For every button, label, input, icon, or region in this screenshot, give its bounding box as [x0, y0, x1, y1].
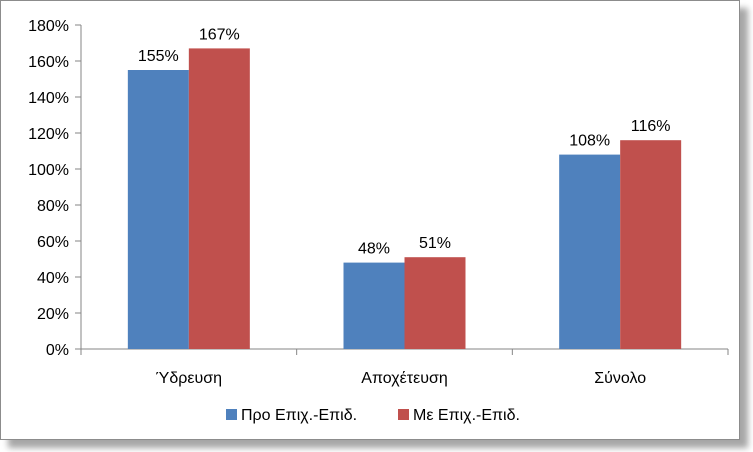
x-category-label: Σύνολο [594, 370, 646, 387]
data-label: 48% [358, 241, 390, 258]
bar [404, 257, 466, 349]
legend-swatch [226, 409, 237, 420]
y-tick-label: 20% [37, 306, 69, 323]
x-category-label: Αποχέτευση [361, 370, 447, 387]
y-tick-label: 40% [37, 270, 69, 287]
chart-bars [127, 48, 682, 350]
chart-labels: 155% 167% Ύδρευση 48% 51% Αποχέτευση 108% 116% Σ… [138, 26, 671, 387]
data-label: 51% [419, 235, 451, 252]
y-tick-label: 160% [28, 54, 69, 71]
legend-swatch [398, 409, 409, 420]
legend-label: Με Επιχ.-Επιδ. [413, 407, 520, 424]
y-tick-label: 0% [46, 342, 69, 359]
y-tick-label: 100% [28, 162, 69, 179]
y-tick-label: 180% [28, 18, 69, 35]
bar [127, 70, 189, 349]
y-tick-label: 80% [37, 198, 69, 215]
data-label: 116% [631, 118, 671, 135]
x-category-label: Ύδρευση [156, 370, 222, 387]
chart-axes: 0% 20% 40% 60% 80% 100% 120% 140% 160% 180% [28, 18, 729, 359]
bar [620, 140, 682, 349]
bar [343, 262, 405, 349]
bar [188, 48, 250, 350]
y-tick-label: 120% [28, 126, 69, 143]
y-tick-label: 60% [37, 234, 69, 251]
legend-label: Προ Επιχ.-Επιδ. [241, 407, 357, 424]
y-tick-label: 140% [28, 90, 69, 107]
chart-legend: Προ Επιχ.-Επιδ. Με Επιχ.-Επιδ. [226, 407, 520, 424]
data-label: 167% [199, 26, 240, 43]
data-label: 108% [569, 133, 610, 150]
data-label: 155% [138, 48, 179, 65]
bar [559, 154, 621, 349]
